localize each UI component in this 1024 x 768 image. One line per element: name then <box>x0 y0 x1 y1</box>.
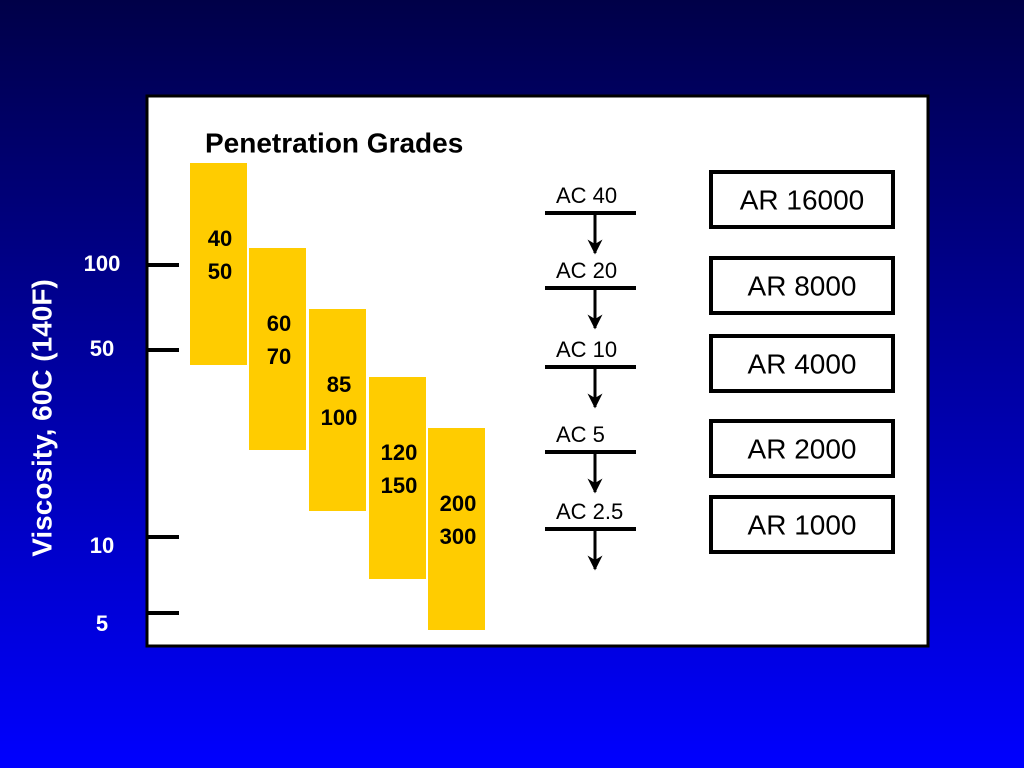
grade-label: 50 <box>208 259 232 284</box>
grade-label: 200 <box>440 491 477 516</box>
ac-label: AC 10 <box>556 337 617 362</box>
grade-label: 85 <box>327 372 351 397</box>
tick-label: 10 <box>90 533 114 558</box>
ac-label: AC 2.5 <box>556 499 623 524</box>
ar-label: AR 4000 <box>748 348 857 379</box>
grade-box <box>190 163 247 365</box>
grade-box <box>309 309 366 511</box>
grade-label: 100 <box>321 405 358 430</box>
grade-label: 300 <box>440 524 477 549</box>
grade-label: 70 <box>267 344 291 369</box>
ar-box <box>709 419 895 478</box>
y-axis-label: Viscosity, 60C (140F) <box>26 279 57 557</box>
ar-box <box>709 495 895 554</box>
ar-box <box>709 170 895 229</box>
grade-label: 120 <box>381 440 418 465</box>
title: Penetration Grades <box>205 127 463 158</box>
ac-label: AC 40 <box>556 183 617 208</box>
ar-label: AR 8000 <box>748 270 857 301</box>
grade-box <box>249 248 306 450</box>
tick-label: 5 <box>96 611 108 636</box>
ac-label: AC 20 <box>556 258 617 283</box>
grade-box <box>428 428 485 630</box>
ar-label: AR 1000 <box>748 509 857 540</box>
ar-box <box>709 334 895 393</box>
ar-box <box>709 256 895 315</box>
grade-box <box>369 377 426 579</box>
ar-label: AR 2000 <box>748 433 857 464</box>
ar-label: AR 16000 <box>740 184 865 215</box>
grade-label: 40 <box>208 226 232 251</box>
grade-label: 150 <box>381 473 418 498</box>
grade-label: 60 <box>267 311 291 336</box>
tick-label: 50 <box>90 336 114 361</box>
tick-label: 100 <box>84 251 121 276</box>
ac-label: AC 5 <box>556 422 605 447</box>
